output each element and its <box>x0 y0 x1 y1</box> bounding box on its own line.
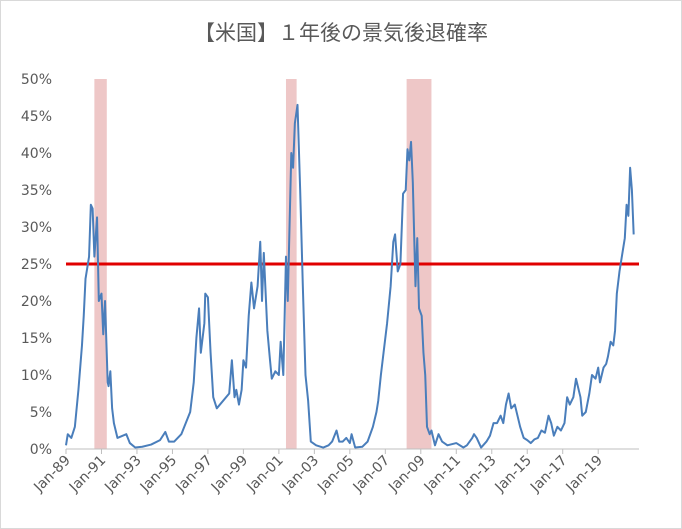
y-tick-label: 40% <box>21 146 52 162</box>
y-tick-label: 25% <box>21 257 52 273</box>
y-tick-label: 45% <box>21 109 52 125</box>
y-tick-label: 5% <box>30 405 52 421</box>
y-tick-label: 35% <box>21 183 52 199</box>
y-tick-label: 20% <box>21 294 52 310</box>
data-line <box>65 103 635 449</box>
y-tick-label: 15% <box>21 331 52 347</box>
y-tick-label: 30% <box>21 220 52 236</box>
y-tick-label: 50% <box>21 72 52 88</box>
y-tick-label: 0% <box>30 442 52 458</box>
y-tick-label: 10% <box>21 368 52 384</box>
chart-title: 【米国】１年後の景気後退確率 <box>194 21 488 45</box>
